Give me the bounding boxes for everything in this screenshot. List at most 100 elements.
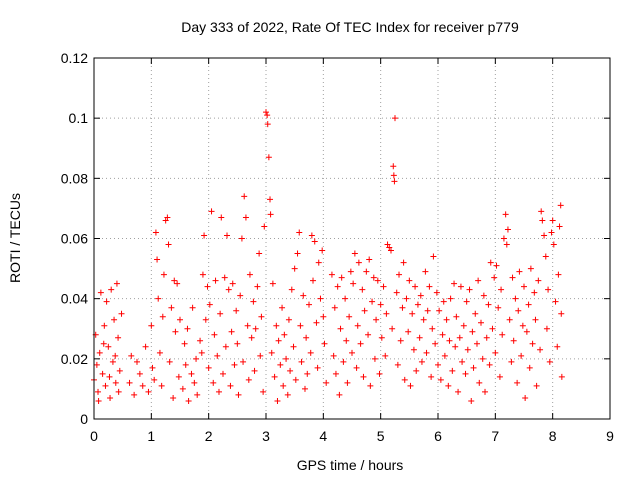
data-point — [384, 241, 391, 248]
data-point — [166, 358, 173, 365]
data-point — [285, 316, 292, 323]
data-point — [225, 286, 232, 293]
data-point — [311, 238, 318, 245]
data-point — [287, 367, 294, 374]
data-point — [523, 328, 530, 335]
data-point — [478, 319, 484, 326]
data-point — [172, 328, 179, 335]
data-point — [99, 370, 106, 377]
data-point — [115, 388, 122, 395]
data-point — [269, 280, 276, 287]
data-point — [554, 343, 561, 350]
data-point — [498, 286, 505, 293]
data-point — [241, 193, 248, 200]
data-point — [459, 358, 466, 365]
y-tick-label: 0.12 — [61, 50, 88, 66]
data-point — [340, 358, 347, 365]
data-point — [102, 382, 109, 389]
data-point — [277, 361, 284, 368]
data-point — [156, 349, 163, 356]
data-point — [482, 388, 489, 395]
data-point — [148, 322, 155, 329]
data-point — [376, 370, 383, 377]
data-point — [211, 331, 218, 338]
data-point — [433, 289, 440, 296]
data-point — [420, 316, 427, 323]
data-point — [386, 244, 393, 251]
data-point — [552, 298, 559, 305]
data-point — [373, 316, 380, 323]
data-point — [131, 391, 138, 398]
data-point — [430, 253, 437, 260]
data-point — [483, 334, 490, 341]
data-point — [393, 289, 400, 296]
data-point — [323, 379, 330, 386]
data-point — [215, 388, 222, 395]
data-point — [344, 379, 351, 386]
data-point — [457, 283, 464, 290]
data-point — [202, 316, 209, 323]
data-point — [537, 346, 544, 353]
data-point — [480, 292, 487, 299]
data-point — [487, 259, 494, 266]
data-point — [197, 337, 204, 344]
data-point — [111, 316, 118, 323]
data-point — [500, 235, 507, 242]
data-point — [107, 394, 114, 401]
data-point — [451, 280, 458, 287]
y-tick-label: 0.08 — [61, 170, 88, 186]
data-point — [370, 274, 377, 281]
data-point — [231, 361, 238, 368]
data-point — [321, 340, 328, 347]
data-point — [366, 256, 373, 263]
data-point — [245, 376, 252, 383]
data-point — [244, 322, 251, 329]
data-point — [527, 265, 534, 272]
data-point — [268, 349, 275, 356]
data-point — [103, 298, 110, 305]
data-point — [428, 373, 435, 380]
data-point — [466, 286, 473, 293]
data-point — [292, 376, 299, 383]
data-point — [542, 253, 549, 260]
data-point — [212, 277, 219, 284]
data-point — [546, 358, 553, 365]
data-point — [414, 301, 421, 308]
data-point — [304, 370, 311, 377]
data-point — [514, 379, 521, 386]
data-point — [452, 343, 459, 350]
data-point — [294, 250, 301, 257]
data-point — [252, 325, 259, 332]
x-tick-label: 8 — [549, 428, 557, 444]
data-point — [499, 331, 506, 338]
data-point — [423, 349, 430, 356]
data-point — [320, 313, 327, 320]
x-tick-label: 7 — [491, 428, 499, 444]
data-point — [199, 271, 206, 278]
data-point — [535, 277, 542, 284]
data-point — [361, 307, 368, 314]
data-point — [165, 241, 172, 248]
data-point — [521, 283, 527, 290]
data-point — [545, 286, 552, 293]
data-point — [96, 349, 103, 356]
data-point — [508, 358, 515, 365]
data-point — [506, 316, 513, 323]
data-point — [126, 379, 133, 386]
data-point — [342, 295, 349, 302]
data-point — [371, 355, 378, 362]
data-point — [422, 268, 429, 275]
data-point — [557, 202, 564, 209]
data-point — [538, 208, 545, 215]
data-point — [159, 313, 166, 320]
data-point — [275, 337, 282, 344]
data-point — [526, 364, 533, 371]
data-point — [475, 277, 482, 284]
chart-title: Day 333 of 2022, Rate Of TEC Index for r… — [181, 19, 519, 35]
data-point — [177, 316, 183, 323]
data-point — [204, 283, 211, 290]
data-point — [374, 277, 381, 284]
data-point — [531, 289, 538, 296]
data-point — [273, 322, 280, 329]
data-point — [418, 358, 425, 365]
